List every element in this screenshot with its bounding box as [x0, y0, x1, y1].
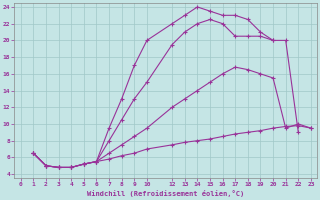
X-axis label: Windchill (Refroidissement éolien,°C): Windchill (Refroidissement éolien,°C) — [87, 190, 244, 197]
